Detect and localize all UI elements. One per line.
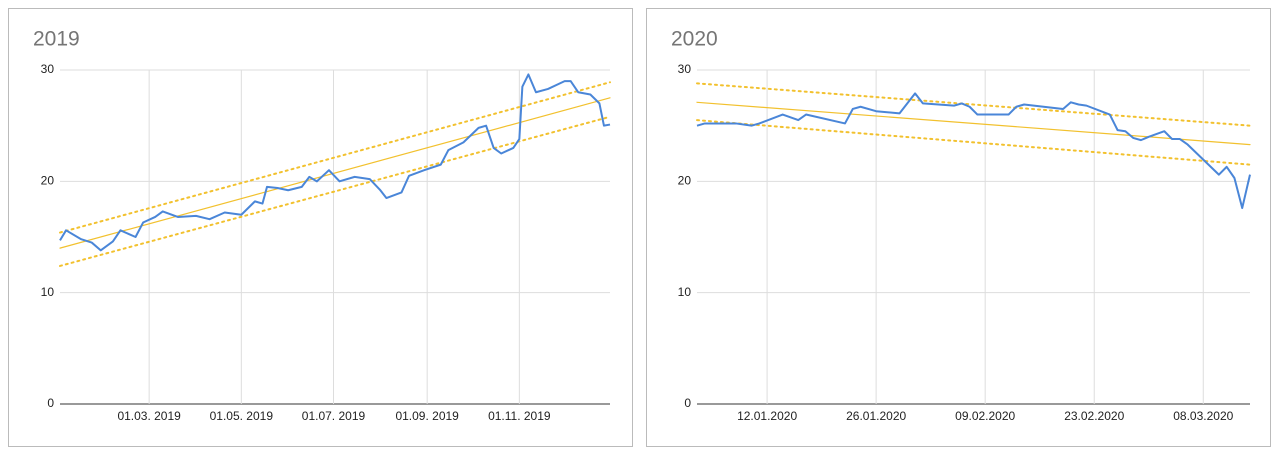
y-tick-label: 20: [41, 174, 55, 188]
trendline: [59, 81, 611, 234]
trendline: [59, 97, 611, 249]
trendline: [696, 119, 1251, 166]
x-tick-label: 26.01.2020: [846, 409, 906, 423]
y-tick-label: 0: [684, 396, 691, 410]
data-line: [696, 92, 1251, 210]
y-tick-label: 30: [678, 62, 692, 76]
x-tick-label: 08.03.2020: [1173, 409, 1233, 423]
y-tick-label: 30: [41, 62, 55, 76]
y-tick-label: 10: [41, 285, 55, 299]
x-tick-label: 01.05. 2019: [210, 409, 274, 423]
x-tick-label: 09.02.2020: [955, 409, 1015, 423]
x-tick-label: 23.02.2020: [1064, 409, 1124, 423]
x-tick-label: 01.03. 2019: [117, 409, 181, 423]
trendline: [696, 101, 1251, 146]
x-tick-label: 01.07. 2019: [302, 409, 366, 423]
panel: [8, 8, 633, 447]
trendline: [696, 82, 1251, 127]
x-tick-label: 01.11. 2019: [488, 409, 551, 423]
data-line: [59, 73, 611, 252]
chart-title: 2020: [671, 28, 718, 51]
x-tick-label: 01.09. 2019: [395, 409, 459, 423]
chart-title: 2019: [33, 28, 80, 51]
panel: [646, 8, 1271, 447]
y-tick-label: 20: [678, 174, 692, 188]
y-tick-label: 10: [678, 285, 692, 299]
x-tick-label: 12.01.2020: [737, 409, 797, 423]
y-tick-label: 0: [47, 396, 54, 410]
